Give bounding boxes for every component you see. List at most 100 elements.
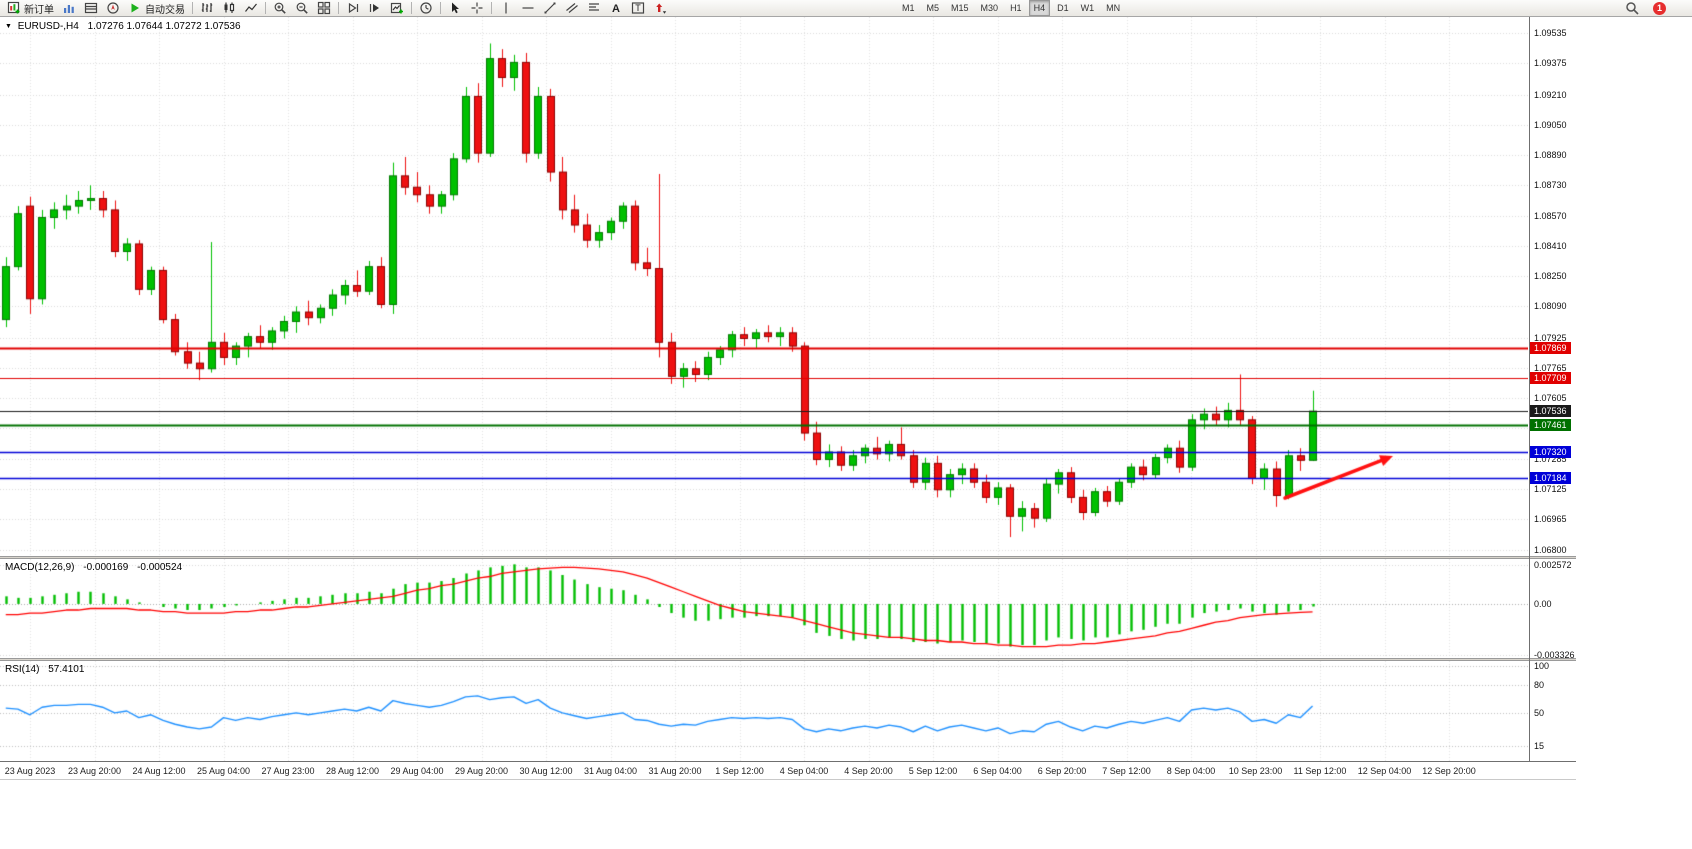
chevron-down-icon[interactable]: ▼ [5, 23, 12, 30]
trendline-icon [543, 1, 557, 15]
time-axis-label: 30 Aug 12:00 [519, 766, 573, 776]
price-axis-label: 1.07605 [1534, 393, 1567, 404]
zoom-out-icon [295, 1, 309, 15]
price-axis-label: 1.07125 [1534, 483, 1567, 494]
market-watch-button[interactable] [58, 0, 80, 17]
price-axis-label: 1.09375 [1534, 58, 1567, 69]
arrows-icon [653, 1, 667, 15]
channel-button[interactable] [561, 0, 583, 17]
toolbar-right-group: 1 [1625, 1, 1666, 15]
price-axis-label: 0.002572 [1534, 559, 1572, 570]
timeframe-button-M1[interactable]: M1 [902, 3, 915, 13]
bars-button[interactable] [196, 0, 218, 17]
hline-icon [521, 1, 535, 15]
bars-icon [200, 1, 214, 15]
line-chart-button[interactable] [240, 0, 262, 17]
price-axis-label: 15 [1534, 740, 1545, 751]
zoom-in-button[interactable] [269, 0, 291, 17]
autotrading-label: 自动交易 [145, 4, 185, 16]
auto-scroll-button[interactable] [342, 0, 364, 17]
timeframe-button-H1[interactable]: H1 [1010, 3, 1022, 13]
toolbar-separator [411, 2, 412, 14]
market-watch-icon [62, 1, 76, 15]
price-axis-label: 1.07285 [1534, 453, 1567, 464]
price-tag: 1.07869 [1530, 342, 1571, 355]
new-order-icon [7, 1, 21, 15]
hline-button[interactable] [517, 0, 539, 17]
cursor-icon [448, 1, 462, 15]
price-axis-label: 1.08250 [1534, 271, 1567, 282]
text-button[interactable]: A [605, 0, 627, 17]
price-axis-label: 50 [1534, 707, 1545, 718]
rsi-value: 57.4101 [48, 664, 85, 675]
price-axis-label: 1.08410 [1534, 240, 1567, 251]
time-axis-label: 11 Sep 12:00 [1293, 766, 1347, 776]
arrows-button[interactable] [649, 0, 671, 17]
panel-splitter[interactable] [0, 658, 1576, 661]
clock-icon [419, 1, 433, 15]
price-axis[interactable]: 1.09535 1.09375 1.09210 1.09050 1.08890 1.087… [1529, 17, 1590, 761]
timeframe-button-D1[interactable]: D1 [1057, 3, 1069, 13]
price-axis-label: 1.08090 [1534, 301, 1567, 312]
price-axis-label: 1.06800 [1534, 545, 1567, 556]
toolbar-separator [338, 2, 339, 14]
symbol-period-label: EURUSD-,H4 [17, 21, 79, 32]
price-axis-label: 1.07765 [1534, 362, 1567, 373]
chart-title: ▼ EURUSD-,H4 1.07276 1.07644 1.07272 1.0… [5, 21, 241, 32]
notification-badge[interactable]: 1 [1653, 1, 1666, 15]
chart-shift-button[interactable] [364, 0, 386, 17]
price-chart-canvas[interactable] [0, 17, 1528, 556]
price-axis-label: 1.08890 [1534, 150, 1567, 161]
time-axis-label: 31 Aug 20:00 [648, 766, 702, 776]
trendline-button[interactable] [539, 0, 561, 17]
crosshair-button[interactable] [466, 0, 488, 17]
timeframe-button-M5[interactable]: M5 [926, 3, 940, 13]
zoom-in-icon [273, 1, 287, 15]
time-axis-label: 8 Sep 04:00 [1166, 766, 1216, 776]
autotrading-icon [128, 1, 142, 15]
label-button[interactable]: T [627, 0, 649, 17]
ohlc-values: 1.07276 1.07644 1.07272 1.07536 [87, 21, 241, 32]
text-icon: A [609, 1, 623, 15]
timeframe-button-M30[interactable]: M30 [980, 3, 999, 13]
rsi-chart-canvas[interactable] [0, 661, 1528, 761]
time-axis-label: 4 Sep 20:00 [844, 766, 893, 776]
panel-splitter[interactable] [0, 556, 1576, 559]
autotrading-button[interactable]: 自动交易 [124, 0, 189, 17]
search-icon[interactable] [1625, 1, 1639, 15]
timeframe-button-W1[interactable]: W1 [1080, 3, 1095, 13]
time-axis-label: 23 Aug 2023 [4, 766, 56, 776]
clock-button[interactable] [415, 0, 437, 17]
candles-button[interactable] [218, 0, 240, 17]
fibonacci-button[interactable] [583, 0, 605, 17]
new-chart-button[interactable] [386, 0, 408, 17]
time-axis-label: 27 Aug 23:00 [261, 766, 315, 776]
window-buttons-group [58, 0, 124, 17]
new-order-button[interactable]: 新订单 [3, 0, 58, 17]
timeframe-button-M15[interactable]: M15 [951, 3, 969, 13]
time-axis-label: 24 Aug 12:00 [132, 766, 186, 776]
navigator-button[interactable] [102, 0, 124, 17]
candles-icon [222, 1, 236, 15]
time-axis-label: 1 Sep 12:00 [715, 766, 764, 776]
zoom-out-button[interactable] [291, 0, 313, 17]
timeframe-button-MN[interactable]: MN [1106, 3, 1121, 13]
timeframe-button-H4[interactable]: H4 [1028, 0, 1051, 16]
toolbar-separator [265, 2, 266, 14]
time-axis-label: 25 Aug 04:00 [196, 766, 251, 776]
timeframes-group: M1 M5 M15 M30 H1 H4 D1 W1 MN [896, 0, 1126, 16]
tile-windows-button[interactable] [313, 0, 335, 17]
time-axis-label: 7 Sep 12:00 [1102, 766, 1151, 776]
time-axis-label: 4 Sep 04:00 [779, 766, 829, 776]
time-axis[interactable]: 23 Aug 2023 23 Aug 20:00 24 Aug 12:00 25 Au… [0, 761, 1576, 780]
macd-chart-canvas[interactable] [0, 559, 1528, 658]
vline-button[interactable] [495, 0, 517, 17]
toolbar-separator [440, 2, 441, 14]
time-axis-label: 6 Sep 04:00 [973, 766, 1022, 776]
data-window-button[interactable] [80, 0, 102, 17]
price-axis-label: 100 [1534, 660, 1550, 671]
cursor-button[interactable] [444, 0, 466, 17]
line-chart-icon [244, 1, 258, 15]
macd-name: MACD(12,26,9) [5, 562, 75, 573]
